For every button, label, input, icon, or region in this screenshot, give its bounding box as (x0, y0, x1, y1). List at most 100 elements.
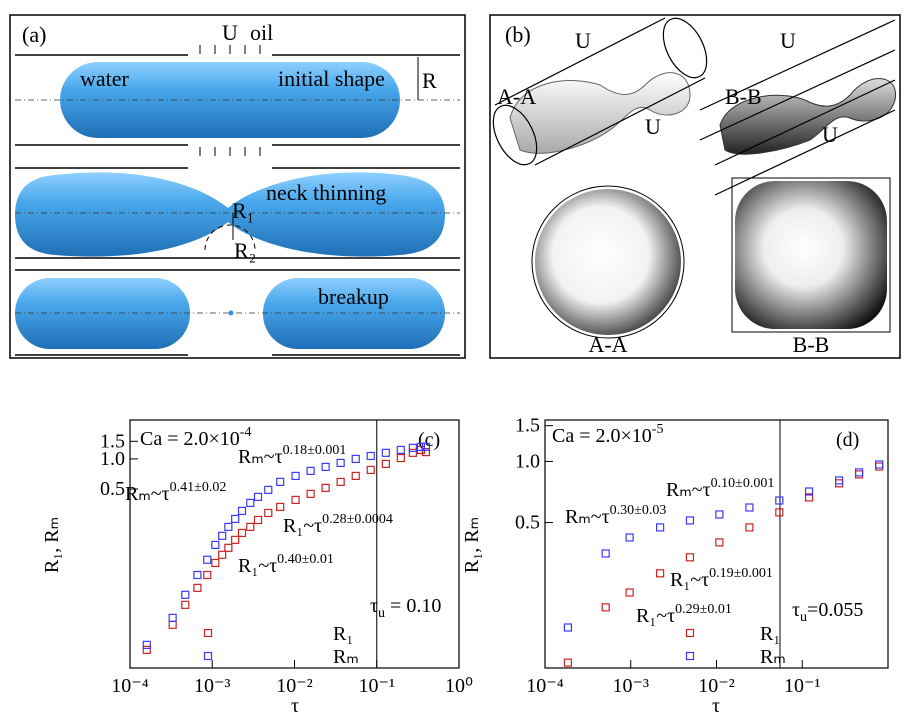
legend-label: Rₘ (333, 646, 359, 668)
diagram-label: R₂ (234, 238, 256, 263)
annotation: Rₘ~τ0.41±0.02 (125, 480, 226, 505)
x-tick-label: 10⁻¹ (784, 675, 821, 697)
marker (143, 641, 150, 648)
annotation: Rₘ~τ0.10±0.001 (666, 476, 774, 501)
marker (564, 624, 571, 631)
section-b (735, 181, 887, 329)
legend-label: R₁ (760, 623, 780, 645)
panel-b: (b) U A-A U B-B U U A-A B-B (484, 11, 900, 358)
marker (255, 516, 262, 523)
diagram-label: A-A (497, 84, 536, 109)
y-tick-label: 0.5 (515, 512, 540, 534)
figure: (a) U oil water initial shape R neck thi… (0, 0, 908, 718)
marker (746, 524, 753, 531)
annotation-part: R₁~τ (238, 555, 277, 577)
diagram-label: U (822, 122, 838, 147)
legend-label: Rₘ (760, 646, 786, 668)
marker (716, 539, 723, 546)
marker (409, 449, 416, 456)
marker (204, 556, 211, 563)
y-tick-label: 1.5 (100, 430, 125, 452)
marker (876, 461, 883, 468)
annotation: R₁~τ0.29±0.01 (636, 602, 732, 627)
y-axis-label: R₁, Rₘ (41, 517, 63, 573)
annotation-part: 0.41±0.02 (170, 480, 227, 495)
marker (225, 523, 232, 530)
x-tick-label: 10⁰ (445, 675, 473, 697)
diagram-label: B-B (793, 332, 830, 357)
marker (225, 544, 232, 551)
marker (219, 532, 226, 539)
annotation-part: 0.30±0.03 (610, 503, 667, 518)
annotation: Rₘ~τ0.30±0.03 (565, 503, 666, 528)
marker (686, 517, 693, 524)
diagram-label: A-A (588, 332, 627, 357)
marker (265, 509, 272, 516)
marker (776, 497, 783, 504)
diagram-label: water (80, 66, 130, 91)
annotation-part: Ca = 2.0×10 (140, 428, 240, 450)
annotation-part: R₁~τ (670, 569, 709, 591)
annotation-part: Ca = 2.0×10 (552, 425, 652, 447)
marker (232, 536, 239, 543)
diagram-label: U (575, 28, 591, 53)
panel-a: (a) U oil water initial shape R neck thi… (10, 15, 465, 358)
annotation-part: τ (792, 599, 800, 621)
marker (219, 551, 226, 558)
section-a (535, 189, 681, 335)
x-tick-label: 10⁻⁴ (526, 675, 564, 697)
annotation-part: 0.40±0.01 (277, 552, 334, 567)
marker (239, 507, 246, 514)
marker (876, 463, 883, 470)
panel-label: (a) (22, 22, 46, 47)
diagram-label: breakup (318, 284, 389, 309)
marker (746, 504, 753, 511)
marker (776, 509, 783, 516)
marker (194, 571, 201, 578)
annotation-part: τ (370, 595, 378, 617)
annotation-part: u (800, 610, 807, 625)
annotation-part: Rₘ~τ (666, 479, 711, 501)
marker (337, 478, 344, 485)
diagram-label: R₁ (232, 198, 254, 223)
diagram-label: U (645, 114, 661, 139)
annotation-part: R₁~τ (636, 605, 675, 627)
marker (626, 534, 633, 541)
marker (602, 550, 609, 557)
marker (352, 455, 359, 462)
y-tick-label: 1.0 (515, 450, 540, 472)
annotation-part: 0.10±0.001 (711, 476, 775, 491)
plot-frame (545, 420, 888, 668)
x-axis-label: τ (712, 695, 720, 717)
marker (204, 571, 211, 578)
marker (307, 467, 314, 474)
diagram-label: oil (250, 20, 273, 45)
annotation-part: 0.18±0.001 (283, 443, 347, 458)
marker (277, 503, 284, 510)
marker (382, 449, 389, 456)
diagram-label: U (222, 20, 238, 45)
marker (239, 529, 246, 536)
marker (836, 477, 843, 484)
diagram-label: U (780, 28, 796, 53)
annotation-part: 0.19±0.001 (709, 566, 773, 581)
annotation-part: Rₘ~τ (565, 506, 610, 528)
droplet-cylinder (510, 73, 690, 154)
page: (a) U oil water initial shape R neck thi… (0, 0, 908, 718)
marker (322, 463, 329, 470)
marker (337, 459, 344, 466)
marker (686, 554, 693, 561)
marker (182, 591, 189, 598)
marker (247, 523, 254, 530)
marker (856, 471, 863, 478)
diagram-label: initial shape (278, 66, 385, 91)
marker (265, 486, 272, 493)
x-tick-label: 10⁻¹ (358, 675, 395, 697)
annotation: R₁~τ0.19±0.001 (670, 566, 773, 591)
marker (212, 559, 219, 566)
annotation-part: -5 (652, 422, 664, 437)
diagram-label: neck thinning (266, 180, 386, 205)
marker (232, 515, 239, 522)
droplet (15, 278, 190, 349)
diagram-label: B-B (725, 84, 762, 109)
